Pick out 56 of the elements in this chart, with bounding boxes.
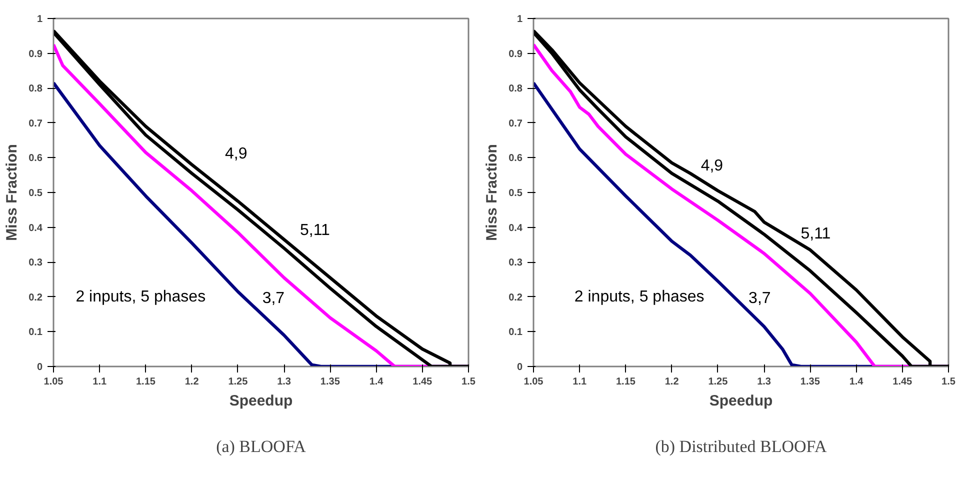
y-tick-label: 0.1	[508, 327, 523, 338]
x-tick-label: 1.1	[572, 376, 587, 388]
x-tick-label: 1.1	[92, 376, 107, 388]
text: (a) BLOOFA	[216, 437, 307, 456]
x-tick-label: 1.4	[849, 376, 864, 388]
y-tick-label: 0.9	[508, 48, 523, 60]
x-tick-label: 1.45	[412, 376, 433, 388]
x-tick-label: 1.25	[708, 376, 728, 388]
y-axis-title: Miss Fraction	[4, 144, 21, 241]
annotation: 2 inputs, 5 phases	[574, 288, 704, 306]
y-tick-label: 0.5	[28, 188, 43, 199]
y-tick-label: 0.7	[28, 118, 43, 130]
y-tick-label: 0.2	[28, 292, 43, 304]
x-tick-label: 1.05	[44, 376, 64, 388]
annotation: 3,7	[262, 290, 285, 307]
x-tick-label: 1.25	[228, 376, 248, 388]
annotation: 4,9	[700, 158, 724, 175]
annotation: 5,11	[300, 222, 330, 240]
x-tick-label: 1.15	[136, 376, 156, 388]
y-tick-label: 1	[516, 14, 523, 25]
y-axis-title: Miss Fraction	[484, 144, 501, 241]
x-tick-label: 1.5	[462, 376, 476, 388]
y-tick-label: 0.7	[508, 118, 523, 130]
annotation: 3,7	[748, 290, 771, 307]
y-tick-label: 0.4	[28, 222, 43, 234]
annotation: 5,11	[800, 226, 831, 243]
y-tick-label: 0.3	[508, 258, 523, 269]
y-tick-label: 0.9	[28, 48, 43, 60]
x-tick-label: 1.45	[892, 376, 913, 388]
y-tick-label: 0.3	[28, 258, 43, 269]
y-tick-label: 0.8	[508, 84, 523, 95]
x-tick-label: 1.05	[524, 376, 544, 388]
x-tick-label: 1.15	[616, 376, 636, 388]
x-tick-label: 1.2	[184, 376, 200, 388]
x-tick-label: 1.4	[369, 376, 384, 388]
y-tick-label: 0	[36, 362, 43, 373]
x-tick-label: 1.35	[320, 376, 340, 388]
y-tick-label: 0.6	[508, 153, 523, 164]
y-tick-label: 0.4	[508, 222, 523, 234]
x-tick-label: 1.2	[664, 376, 680, 388]
y-tick-label: 0.2	[508, 292, 523, 304]
x-axis-title: Speedup	[709, 392, 773, 410]
y-tick-label: 0.5	[508, 188, 523, 199]
y-tick-label: 0.1	[28, 327, 43, 338]
text: (b) Distributed BLOOFA	[655, 437, 828, 456]
annotation: 2 inputs, 5 phases	[76, 288, 206, 306]
y-tick-label: 0.6	[28, 153, 43, 164]
x-axis-title: Speedup	[229, 392, 293, 410]
x-tick-label: 1.3	[757, 376, 772, 388]
y-tick-label: 1	[36, 14, 43, 25]
x-tick-label: 1.35	[800, 376, 820, 388]
y-tick-label: 0	[516, 362, 523, 373]
x-tick-label: 1.5	[942, 376, 956, 388]
y-tick-label: 0.8	[28, 84, 43, 95]
x-tick-label: 1.3	[277, 376, 292, 388]
annotation: 4,9	[224, 145, 248, 162]
